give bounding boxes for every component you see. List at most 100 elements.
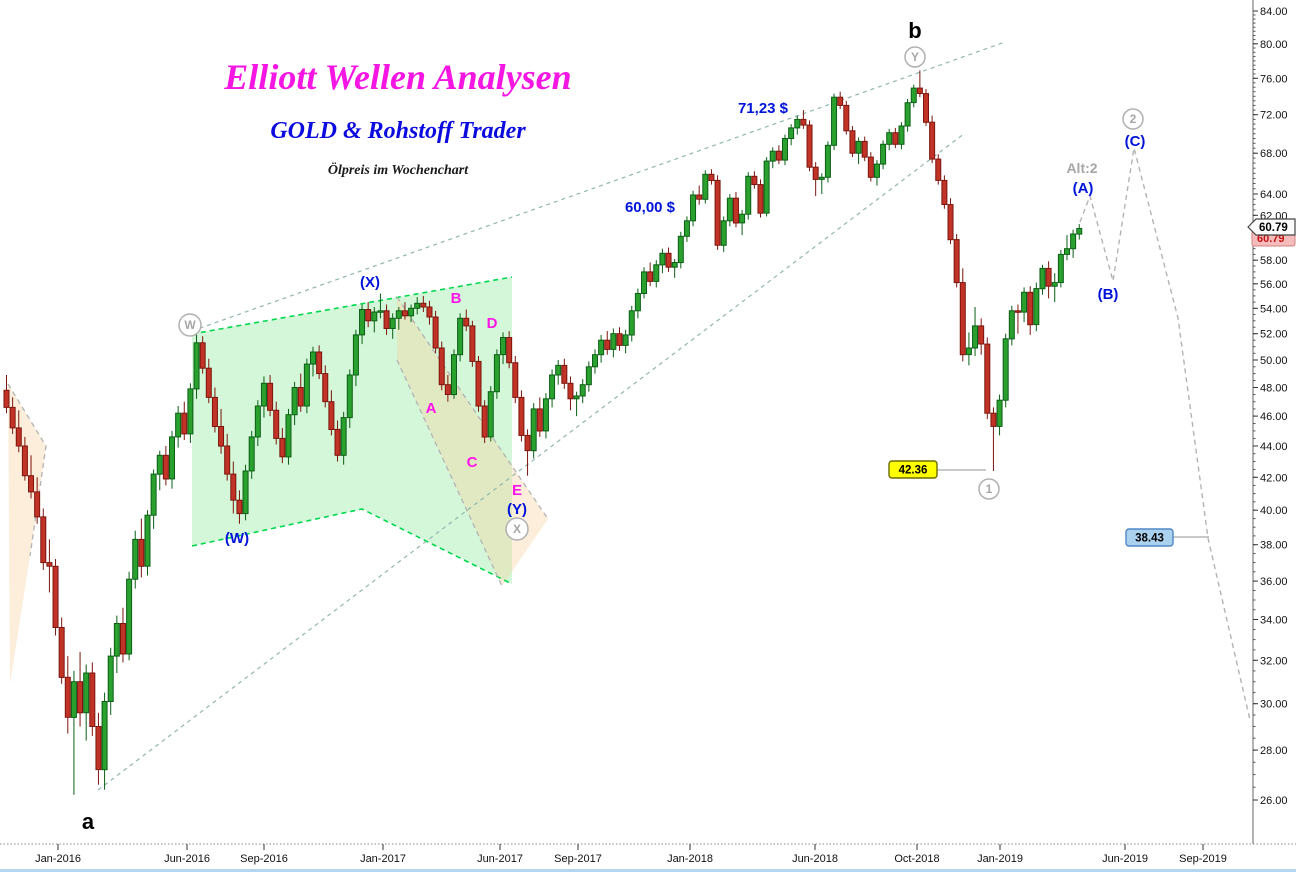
candle-body: [101, 701, 108, 771]
candle-body: [34, 491, 41, 518]
candle-body: [800, 118, 807, 126]
candle-body: [941, 179, 948, 205]
annotation-x: (X): [360, 274, 380, 291]
candle-body: [873, 163, 880, 178]
candle-body: [745, 175, 752, 215]
annotation-b: b: [908, 18, 921, 43]
candle-body: [782, 138, 789, 161]
candle-body: [683, 220, 690, 237]
candle-body: [763, 160, 770, 214]
circled-label-x: X: [505, 517, 529, 541]
candle-body: [708, 173, 715, 182]
candle-body: [15, 427, 22, 447]
candle-body: [1045, 267, 1052, 287]
candle-body: [475, 360, 482, 407]
circled-label-text: 2: [1130, 112, 1137, 126]
x-axis-label: Oct-2018: [894, 853, 939, 865]
x-axis-label: Jan-2016: [35, 853, 81, 865]
candle-body: [113, 623, 120, 657]
candle-body: [953, 239, 960, 284]
y-axis-label: 56.00: [1260, 279, 1288, 291]
circle-outline: [904, 46, 926, 68]
current-price-tag: 60.79: [1247, 218, 1296, 236]
candle-body: [690, 194, 697, 222]
candle-body: [328, 401, 335, 431]
candle-body: [984, 343, 991, 414]
candle-body: [972, 325, 979, 349]
candle-body: [260, 382, 267, 407]
candle-body: [775, 150, 782, 161]
candle-body: [9, 406, 16, 429]
candle-body: [702, 173, 709, 200]
candle-body: [469, 325, 476, 362]
candle-body: [1027, 291, 1034, 326]
orange-left-wedge-region: [8, 384, 46, 684]
candle-body: [444, 384, 451, 396]
candle-body: [726, 197, 733, 222]
annotation-a: A: [426, 400, 437, 417]
candle-body: [604, 339, 611, 350]
y-axis-label: 48.00: [1260, 383, 1288, 395]
candle-body: [242, 470, 249, 515]
price-tag-value: 38.43: [1135, 533, 1164, 545]
candle-body: [297, 387, 304, 407]
candle-body: [340, 417, 347, 456]
candle-body: [506, 337, 513, 364]
candle-body: [610, 333, 617, 350]
candle-body: [291, 387, 298, 416]
annotation-alt2: Alt:2: [1066, 160, 1097, 176]
candle-body: [267, 382, 274, 411]
y-axis-label: 28.00: [1260, 745, 1288, 757]
candle-body: [524, 434, 531, 452]
candle-body: [218, 426, 225, 447]
candle-body: [303, 363, 310, 407]
candle-body: [273, 409, 280, 439]
price-tag-42.36: [888, 460, 938, 479]
candle-body: [880, 143, 887, 165]
candle-body: [481, 405, 488, 438]
candle-body: [365, 309, 372, 322]
candle-body: [923, 93, 929, 123]
candle-body: [929, 121, 936, 160]
candle-body: [21, 445, 28, 477]
candle-body: [806, 124, 813, 168]
x-axis-label: Jan-2017: [360, 853, 406, 865]
y-axis-label: 54.00: [1260, 303, 1288, 315]
candle-body: [585, 366, 592, 386]
candle-body: [310, 351, 316, 365]
green-region-edge: [191, 276, 513, 335]
candle-body: [622, 334, 629, 346]
candle-body: [1021, 291, 1028, 313]
candle-body: [401, 310, 408, 317]
x-axis-label: Jun-2019: [1102, 853, 1148, 865]
candle-body: [867, 156, 874, 178]
candle-body: [156, 454, 163, 475]
y-axis-label: 84.00: [1260, 6, 1288, 18]
candle-body: [1057, 253, 1064, 284]
orange-region-edge: [396, 359, 503, 587]
candle-body: [438, 347, 445, 386]
y-axis-label: 40.00: [1260, 505, 1288, 517]
candle-body: [371, 311, 378, 322]
candle-body: [634, 293, 641, 312]
candle-body: [959, 282, 966, 356]
candle-body: [831, 96, 838, 146]
candle-body: [1002, 338, 1009, 401]
candle-body: [978, 325, 985, 345]
circled-label-text: Y: [911, 50, 919, 64]
candle-body: [3, 389, 10, 408]
candle-body: [254, 405, 261, 438]
candle-body: [426, 306, 433, 318]
candle-body: [211, 396, 218, 427]
candle-body: [383, 310, 390, 329]
y-axis-label: 68.00: [1260, 148, 1288, 160]
candle-body: [70, 681, 77, 718]
candle-body: [892, 132, 899, 145]
candle-body: [696, 194, 703, 200]
candle-body: [1039, 267, 1046, 290]
candle-body: [89, 672, 96, 727]
candle-body: [181, 412, 188, 435]
candle-body: [788, 127, 795, 140]
candles-layer: [3, 70, 1083, 795]
